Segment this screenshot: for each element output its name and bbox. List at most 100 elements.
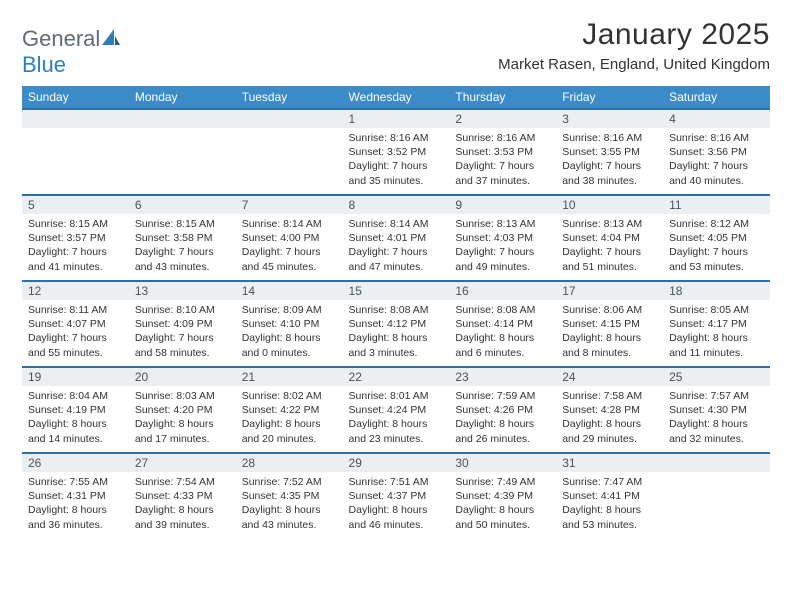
day-number xyxy=(663,452,770,472)
day-number: 3 xyxy=(556,108,663,128)
day-number: 31 xyxy=(556,452,663,472)
logo: GeneralBlue xyxy=(22,18,121,78)
day-details: Sunrise: 8:01 AMSunset: 4:24 PMDaylight:… xyxy=(343,386,450,450)
calendar-day: 24Sunrise: 7:58 AMSunset: 4:28 PMDayligh… xyxy=(556,366,663,452)
calendar-week: 19Sunrise: 8:04 AMSunset: 4:19 PMDayligh… xyxy=(22,366,770,452)
day-details: Sunrise: 8:16 AMSunset: 3:56 PMDaylight:… xyxy=(663,128,770,192)
calendar-week: 1Sunrise: 8:16 AMSunset: 3:52 PMDaylight… xyxy=(22,108,770,194)
page-title: January 2025 xyxy=(498,18,770,52)
calendar-day-empty xyxy=(22,108,129,194)
calendar-day: 14Sunrise: 8:09 AMSunset: 4:10 PMDayligh… xyxy=(236,280,343,366)
calendar-day: 8Sunrise: 8:14 AMSunset: 4:01 PMDaylight… xyxy=(343,194,450,280)
day-number: 2 xyxy=(449,108,556,128)
logo-part2: Blue xyxy=(22,52,66,77)
day-header: Wednesday xyxy=(343,86,450,108)
calendar-day: 18Sunrise: 8:05 AMSunset: 4:17 PMDayligh… xyxy=(663,280,770,366)
day-number: 13 xyxy=(129,280,236,300)
calendar-table: SundayMondayTuesdayWednesdayThursdayFrid… xyxy=(22,86,770,538)
day-number: 26 xyxy=(22,452,129,472)
calendar-day: 10Sunrise: 8:13 AMSunset: 4:04 PMDayligh… xyxy=(556,194,663,280)
day-number: 30 xyxy=(449,452,556,472)
day-details: Sunrise: 7:52 AMSunset: 4:35 PMDaylight:… xyxy=(236,472,343,536)
calendar-day: 7Sunrise: 8:14 AMSunset: 4:00 PMDaylight… xyxy=(236,194,343,280)
calendar-day: 13Sunrise: 8:10 AMSunset: 4:09 PMDayligh… xyxy=(129,280,236,366)
day-details: Sunrise: 7:59 AMSunset: 4:26 PMDaylight:… xyxy=(449,386,556,450)
day-details: Sunrise: 7:57 AMSunset: 4:30 PMDaylight:… xyxy=(663,386,770,450)
day-number: 15 xyxy=(343,280,450,300)
day-number: 10 xyxy=(556,194,663,214)
day-number xyxy=(236,108,343,128)
day-details xyxy=(129,128,236,188)
day-details xyxy=(663,472,770,532)
day-header: Monday xyxy=(129,86,236,108)
day-details: Sunrise: 7:58 AMSunset: 4:28 PMDaylight:… xyxy=(556,386,663,450)
day-number: 23 xyxy=(449,366,556,386)
calendar-day: 28Sunrise: 7:52 AMSunset: 4:35 PMDayligh… xyxy=(236,452,343,538)
day-details: Sunrise: 8:15 AMSunset: 3:57 PMDaylight:… xyxy=(22,214,129,278)
calendar-day-empty xyxy=(663,452,770,538)
day-number: 18 xyxy=(663,280,770,300)
calendar-day-empty xyxy=(129,108,236,194)
day-details: Sunrise: 8:14 AMSunset: 4:00 PMDaylight:… xyxy=(236,214,343,278)
day-number: 8 xyxy=(343,194,450,214)
calendar-day: 5Sunrise: 8:15 AMSunset: 3:57 PMDaylight… xyxy=(22,194,129,280)
calendar-day: 3Sunrise: 8:16 AMSunset: 3:55 PMDaylight… xyxy=(556,108,663,194)
calendar-day: 31Sunrise: 7:47 AMSunset: 4:41 PMDayligh… xyxy=(556,452,663,538)
day-number: 14 xyxy=(236,280,343,300)
calendar-day: 16Sunrise: 8:08 AMSunset: 4:14 PMDayligh… xyxy=(449,280,556,366)
day-details: Sunrise: 8:14 AMSunset: 4:01 PMDaylight:… xyxy=(343,214,450,278)
day-details: Sunrise: 8:13 AMSunset: 4:04 PMDaylight:… xyxy=(556,214,663,278)
calendar-week: 5Sunrise: 8:15 AMSunset: 3:57 PMDaylight… xyxy=(22,194,770,280)
calendar-day: 21Sunrise: 8:02 AMSunset: 4:22 PMDayligh… xyxy=(236,366,343,452)
day-details: Sunrise: 7:55 AMSunset: 4:31 PMDaylight:… xyxy=(22,472,129,536)
day-header: Sunday xyxy=(22,86,129,108)
logo-part1: General xyxy=(22,26,100,51)
calendar-day: 26Sunrise: 7:55 AMSunset: 4:31 PMDayligh… xyxy=(22,452,129,538)
day-details: Sunrise: 8:15 AMSunset: 3:58 PMDaylight:… xyxy=(129,214,236,278)
day-details: Sunrise: 8:02 AMSunset: 4:22 PMDaylight:… xyxy=(236,386,343,450)
calendar-day-empty xyxy=(236,108,343,194)
day-number: 12 xyxy=(22,280,129,300)
day-number: 16 xyxy=(449,280,556,300)
day-number: 29 xyxy=(343,452,450,472)
calendar-day: 19Sunrise: 8:04 AMSunset: 4:19 PMDayligh… xyxy=(22,366,129,452)
day-number: 21 xyxy=(236,366,343,386)
calendar-week: 12Sunrise: 8:11 AMSunset: 4:07 PMDayligh… xyxy=(22,280,770,366)
day-number: 19 xyxy=(22,366,129,386)
logo-text: GeneralBlue xyxy=(22,26,121,78)
calendar-day: 1Sunrise: 8:16 AMSunset: 3:52 PMDaylight… xyxy=(343,108,450,194)
day-number: 22 xyxy=(343,366,450,386)
day-number: 24 xyxy=(556,366,663,386)
day-details: Sunrise: 8:04 AMSunset: 4:19 PMDaylight:… xyxy=(22,386,129,450)
calendar-day: 6Sunrise: 8:15 AMSunset: 3:58 PMDaylight… xyxy=(129,194,236,280)
day-details: Sunrise: 8:10 AMSunset: 4:09 PMDaylight:… xyxy=(129,300,236,364)
day-details: Sunrise: 7:51 AMSunset: 4:37 PMDaylight:… xyxy=(343,472,450,536)
page-subtitle: Market Rasen, England, United Kingdom xyxy=(498,56,770,73)
day-details: Sunrise: 8:16 AMSunset: 3:55 PMDaylight:… xyxy=(556,128,663,192)
day-number: 27 xyxy=(129,452,236,472)
calendar-day: 11Sunrise: 8:12 AMSunset: 4:05 PMDayligh… xyxy=(663,194,770,280)
calendar-day: 12Sunrise: 8:11 AMSunset: 4:07 PMDayligh… xyxy=(22,280,129,366)
day-number: 17 xyxy=(556,280,663,300)
calendar-day: 23Sunrise: 7:59 AMSunset: 4:26 PMDayligh… xyxy=(449,366,556,452)
day-details: Sunrise: 8:08 AMSunset: 4:12 PMDaylight:… xyxy=(343,300,450,364)
day-number: 5 xyxy=(22,194,129,214)
day-number: 20 xyxy=(129,366,236,386)
calendar-day: 20Sunrise: 8:03 AMSunset: 4:20 PMDayligh… xyxy=(129,366,236,452)
day-number: 7 xyxy=(236,194,343,214)
day-details xyxy=(236,128,343,188)
day-number xyxy=(22,108,129,128)
calendar-day: 25Sunrise: 7:57 AMSunset: 4:30 PMDayligh… xyxy=(663,366,770,452)
day-number: 11 xyxy=(663,194,770,214)
day-number: 4 xyxy=(663,108,770,128)
day-number: 1 xyxy=(343,108,450,128)
day-details: Sunrise: 8:06 AMSunset: 4:15 PMDaylight:… xyxy=(556,300,663,364)
day-details: Sunrise: 7:54 AMSunset: 4:33 PMDaylight:… xyxy=(129,472,236,536)
calendar-week: 26Sunrise: 7:55 AMSunset: 4:31 PMDayligh… xyxy=(22,452,770,538)
calendar-day: 30Sunrise: 7:49 AMSunset: 4:39 PMDayligh… xyxy=(449,452,556,538)
day-header: Tuesday xyxy=(236,86,343,108)
day-details: Sunrise: 8:13 AMSunset: 4:03 PMDaylight:… xyxy=(449,214,556,278)
calendar-day: 29Sunrise: 7:51 AMSunset: 4:37 PMDayligh… xyxy=(343,452,450,538)
calendar-page: GeneralBlue January 2025 Market Rasen, E… xyxy=(0,0,792,548)
calendar-day: 22Sunrise: 8:01 AMSunset: 4:24 PMDayligh… xyxy=(343,366,450,452)
